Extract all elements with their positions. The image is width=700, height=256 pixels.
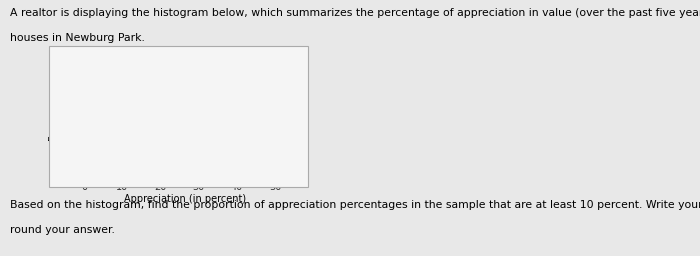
Text: 5: 5 [176, 109, 183, 119]
Y-axis label: Frequency: Frequency [48, 90, 58, 140]
Text: 9: 9 [215, 67, 221, 77]
Text: round your answer.: round your answer. [10, 225, 116, 235]
Text: houses in Newburg Park.: houses in Newburg Park. [10, 33, 146, 43]
Text: 3: 3 [139, 131, 145, 141]
Bar [237, 132, 275, 174]
Text: 4: 4 [100, 120, 106, 130]
Bar [122, 143, 161, 174]
Bar [84, 132, 122, 174]
Text: 4: 4 [253, 120, 259, 130]
Text: Based on the histogram, find the proportion of appreciation percentages in the s: Based on the histogram, find the proport… [10, 200, 700, 210]
Bar [161, 122, 199, 174]
Bar [199, 79, 237, 174]
X-axis label: Appreciation (in percent): Appreciation (in percent) [125, 195, 246, 205]
Text: A realtor is displaying the histogram below, which summarizes the percentage of : A realtor is displaying the histogram be… [10, 8, 700, 18]
